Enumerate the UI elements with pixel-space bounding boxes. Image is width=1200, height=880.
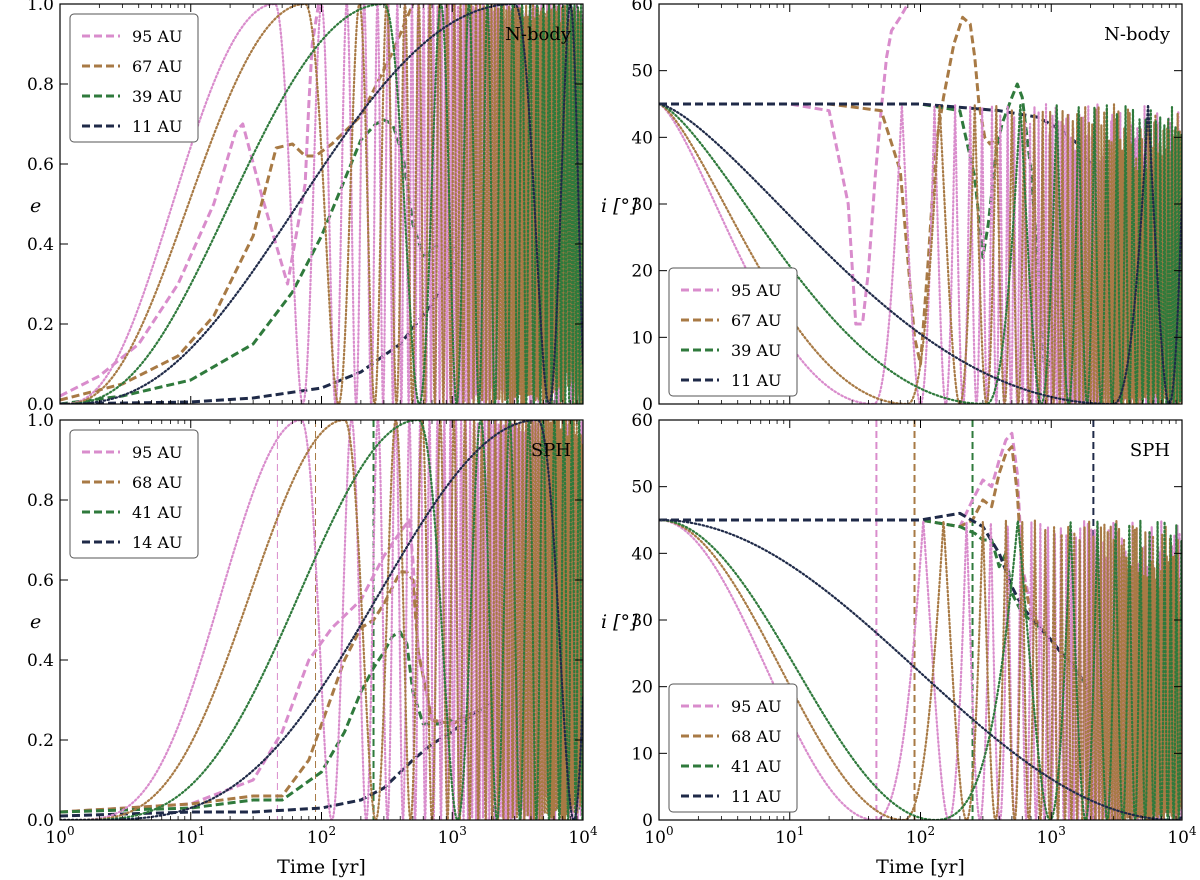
legend-label: 67 AU (731, 311, 781, 330)
series-39-au-kozai (60, 4, 583, 404)
legend-box (69, 429, 199, 559)
legend-box (668, 267, 798, 397)
y-tick-label: 1.0 (27, 411, 54, 431)
legend-label: 14 AU (132, 533, 182, 552)
plot-content (659, 420, 1182, 820)
y-tick-label: 20 (631, 262, 653, 282)
series-95-au (659, 4, 910, 326)
y-tick-label: 0.0 (27, 395, 54, 415)
legend-label: 39 AU (132, 87, 182, 106)
y-axis-label: e (30, 195, 41, 217)
y-tick-label: 0.8 (27, 75, 54, 95)
x-tick-label: 101 (775, 824, 804, 848)
y-tick-label: 0.8 (27, 491, 54, 511)
y-axis-label: i [°] (601, 195, 638, 217)
legend-label: 95 AU (132, 27, 182, 46)
y-tick-label: 0.2 (27, 315, 54, 335)
legend-label: 95 AU (731, 697, 781, 716)
y-tick-label: 0.4 (27, 235, 54, 255)
series-67-au (659, 15, 998, 366)
legend-label: 95 AU (132, 443, 182, 462)
panel-label: N-body (1104, 24, 1171, 45)
x-tick-label: 104 (568, 824, 598, 848)
y-tick-label: 10 (631, 328, 653, 348)
series-14-au-kozai (60, 420, 583, 820)
y-tick-label: 0.6 (27, 155, 54, 175)
series-11-au-kozai (659, 518, 1182, 820)
legend-label: 11 AU (731, 787, 781, 806)
legend-label: 39 AU (731, 341, 781, 360)
series-11-au-kozai (659, 102, 1182, 404)
legend-label: 68 AU (731, 727, 781, 746)
y-tick-label: 0.6 (27, 571, 54, 591)
legend-label: 67 AU (132, 57, 182, 76)
y-tick-label: 0 (642, 395, 653, 415)
x-tick-label: 104 (1167, 824, 1197, 848)
legend: 95 AU 68 AU 41 AU 11 AU (668, 683, 798, 813)
legend: 95 AU 67 AU 39 AU 11 AU (69, 13, 199, 143)
y-tick-label: 0.4 (27, 651, 54, 671)
x-tick-label: 103 (1037, 824, 1066, 848)
panel-inc_nbody: 0 10 20 30 40 50 60 i [°] N-body 95 AU 67 AU 39 AU 1… (601, 0, 1183, 415)
x-tick-label: 100 (644, 824, 673, 848)
plot-content (60, 420, 583, 820)
plot-content (659, 4, 1182, 404)
y-tick-label: 20 (631, 678, 653, 698)
panel-label: N-body (505, 24, 572, 45)
y-tick-label: 10 (631, 744, 653, 764)
series-11-au-kozai (60, 4, 583, 404)
legend-label: 41 AU (132, 503, 182, 522)
y-tick-label: 40 (631, 128, 653, 148)
series-39-au-kozai (659, 102, 1182, 404)
series-67-au-kozai (60, 4, 583, 404)
y-tick-label: 50 (631, 62, 653, 82)
x-axis-label: Time [yr] (876, 856, 965, 878)
y-tick-label: 0 (642, 811, 653, 831)
legend-label: 11 AU (132, 117, 182, 136)
legend-label: 41 AU (731, 757, 781, 776)
y-tick-label: 30 (631, 611, 653, 631)
plot-content (60, 4, 583, 404)
series-67-au-kozai (659, 102, 1182, 404)
y-tick-label: 0.0 (27, 811, 54, 831)
series-67-au (60, 4, 415, 402)
y-tick-label: 1.0 (27, 0, 54, 15)
y-tick-label: 40 (631, 544, 653, 564)
x-tick-label: 103 (438, 824, 467, 848)
panel-ecc_nbody: 0.0 0.2 0.4 0.6 0.8 1.0 e N-body 95 AU 67 AU 39 AU… (27, 0, 584, 415)
legend-label: 95 AU (731, 281, 781, 300)
y-tick-label: 50 (631, 478, 653, 498)
legend: 95 AU 68 AU 41 AU 14 AU (69, 429, 199, 559)
legend-label: 11 AU (731, 371, 781, 390)
series-68-au-kozai (659, 518, 1182, 820)
y-tick-label: 30 (631, 195, 653, 215)
series-95-au (60, 4, 321, 398)
series-41-au-kozai (60, 420, 583, 820)
legend-box (668, 683, 798, 813)
legend-label: 68 AU (132, 473, 182, 492)
x-tick-label: 100 (45, 824, 74, 848)
panel-ecc_sph: 100 101 102 103 104 0.0 0.2 0.4 0.6 0.8 1.0 e SPH Tim… (27, 411, 598, 878)
legend: 95 AU 67 AU 39 AU 11 AU (668, 267, 798, 397)
y-tick-label: 60 (631, 411, 653, 431)
x-tick-label: 102 (906, 824, 935, 848)
panel-label: SPH (1130, 440, 1170, 461)
y-axis-label: e (30, 611, 41, 633)
x-axis-label: Time [yr] (277, 856, 366, 878)
y-axis-label: i [°] (601, 611, 638, 633)
x-tick-label: 102 (307, 824, 336, 848)
series-68-au-kozai (60, 420, 583, 820)
y-tick-label: 60 (631, 0, 653, 15)
y-tick-label: 0.2 (27, 731, 54, 751)
panel-inc_sph: 100 101 102 103 104 0 10 20 30 40 50 60 i [°] SPH Time… (601, 411, 1197, 878)
legend-box (69, 13, 199, 143)
x-tick-label: 101 (176, 824, 205, 848)
panel-label: SPH (531, 440, 571, 461)
